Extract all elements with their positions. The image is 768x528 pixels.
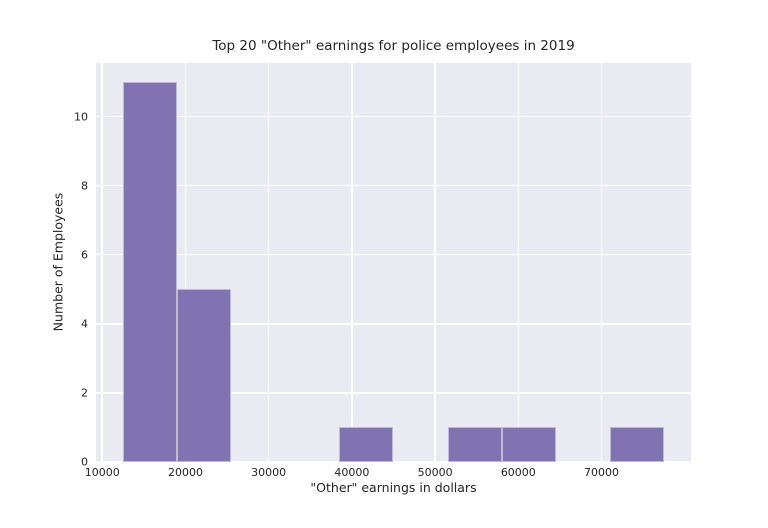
gridline-vertical <box>184 63 187 462</box>
x-tick-label: 70000 <box>584 466 620 479</box>
chart-title: Top 20 "Other" earnings for police emplo… <box>212 38 575 54</box>
gridline-vertical <box>600 63 603 462</box>
x-tick-label: 60000 <box>500 466 536 479</box>
gridline-vertical <box>351 63 353 462</box>
gridline-vertical <box>434 63 436 462</box>
gridline-horizontal <box>96 323 691 325</box>
x-tick-label: 40000 <box>334 466 370 479</box>
gridline-vertical <box>267 63 270 462</box>
gridline-horizontal <box>96 253 691 256</box>
gridline-vertical <box>517 63 520 462</box>
plot-area <box>96 63 691 462</box>
histogram-bar <box>501 427 556 462</box>
y-tick-label: 0 <box>81 455 88 469</box>
histogram-bar <box>177 289 232 462</box>
gridline-horizontal <box>96 184 691 187</box>
x-tick-label: 30000 <box>251 466 287 479</box>
x-axis-label: "Other" earnings in dollars <box>310 480 477 495</box>
histogram-bar <box>447 427 502 462</box>
x-tick-label: 50000 <box>417 466 453 479</box>
gridline-horizontal <box>96 115 691 118</box>
x-tick-label: 10000 <box>84 466 120 479</box>
gridline-horizontal <box>96 392 691 394</box>
y-tick-label: 10 <box>74 110 88 124</box>
histogram-bar <box>609 427 664 462</box>
x-tick-label: 20000 <box>167 466 203 479</box>
histogram-bar <box>123 82 178 462</box>
gridline-horizontal <box>96 461 691 462</box>
y-tick-label: 6 <box>81 248 88 262</box>
y-tick-label: 4 <box>81 317 88 331</box>
y-tick-label: 8 <box>81 179 88 193</box>
y-tick-label: 2 <box>81 386 88 400</box>
y-axis-label: Number of Employees <box>50 192 66 332</box>
histogram-bar <box>339 427 394 462</box>
gridline-vertical <box>101 63 103 462</box>
